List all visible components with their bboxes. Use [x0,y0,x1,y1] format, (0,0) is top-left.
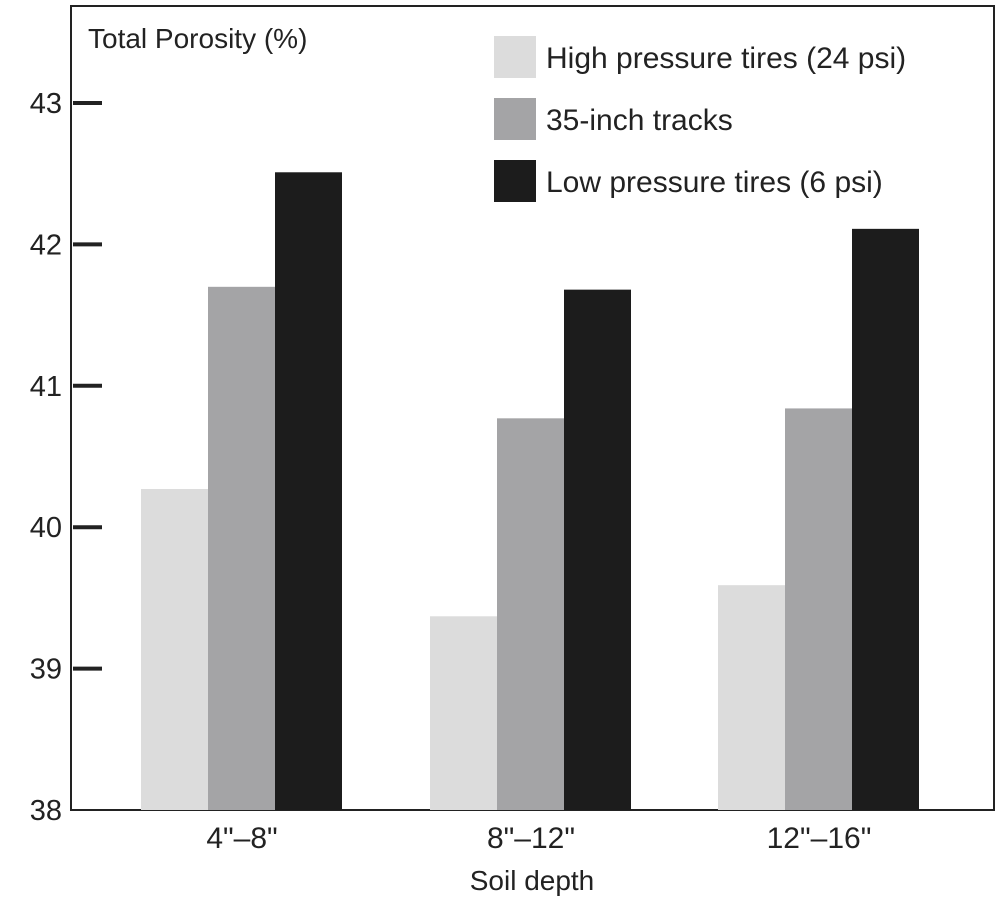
y-axis: 38 39 40 41 42 43 [30,88,102,827]
bar-high-pressure-1 [430,616,497,810]
bar-low-pressure-0 [275,172,342,810]
y-tick-label: 39 [30,654,62,686]
bar-tracks-1 [497,418,564,810]
bar-tracks-2 [785,408,852,810]
legend-swatch-tracks [494,98,536,140]
bar-low-pressure-2 [852,228,919,810]
legend-item-tracks: 35-inch tracks [494,98,733,140]
y-tick-label: 38 [30,795,62,827]
legend-item-high-pressure: High pressure tires (24 psi) [494,36,906,78]
legend-label-tracks: 35-inch tracks [546,104,733,137]
x-category-label: 12"–16" [767,822,872,855]
legend-swatch-low-pressure [494,160,536,202]
y-tick-label: 42 [30,229,62,261]
bars [141,172,919,810]
legend-label-high-pressure: High pressure tires (24 psi) [546,42,906,75]
x-axis: 4"–8" 8"–12" 12"–16" [206,822,871,855]
y-axis-title: Total Porosity (%) [88,23,307,54]
bar-low-pressure-1 [564,289,631,810]
bar-tracks-0 [208,286,275,810]
legend-swatch-high-pressure [494,36,536,78]
y-tick-label: 43 [30,88,62,120]
y-tick-label: 41 [30,371,62,403]
legend-label-low-pressure: Low pressure tires (6 psi) [546,166,883,199]
bar-high-pressure-2 [718,585,785,810]
y-tick-label: 40 [30,512,62,544]
x-category-label: 8"–12" [487,822,575,855]
legend-item-low-pressure: Low pressure tires (6 psi) [494,160,883,202]
legend: High pressure tires (24 psi) 35-inch tra… [494,36,906,202]
x-category-label: 4"–8" [206,822,277,855]
bar-high-pressure-0 [141,489,208,810]
x-axis-title: Soil depth [470,865,595,896]
